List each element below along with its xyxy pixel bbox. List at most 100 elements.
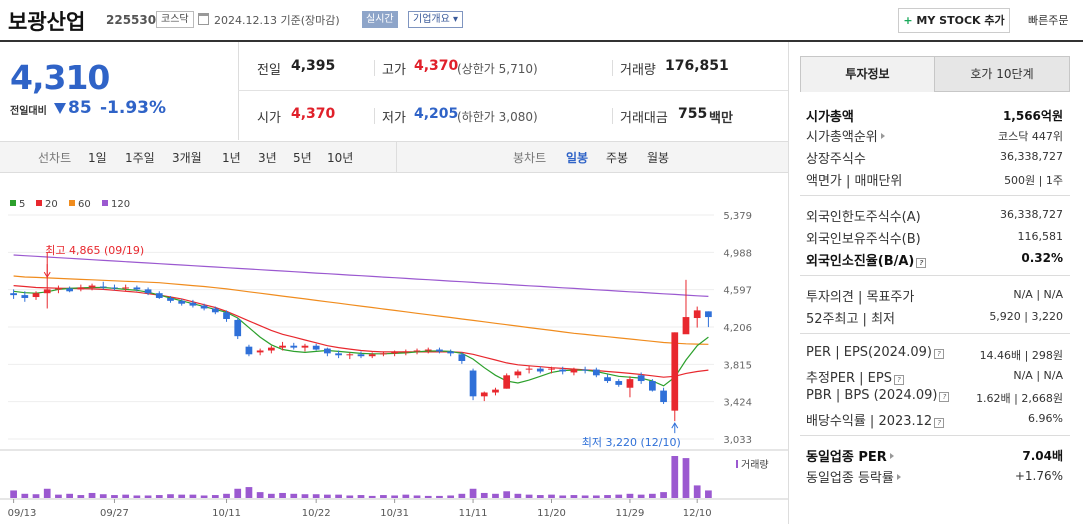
period-1d[interactable]: 1일 <box>88 151 107 165</box>
volume-bar <box>144 495 152 498</box>
quick-order-button[interactable]: 빠른주문 <box>1028 14 1069 27</box>
volume-bar <box>660 492 667 498</box>
volume-bar <box>559 495 567 498</box>
market-cap-rank-label[interactable]: 시가총액순위 <box>806 126 885 145</box>
volume-bar <box>503 491 511 498</box>
volume-bar <box>155 495 163 498</box>
pbr-bps-text: PBR | BPS (2024.09) <box>806 388 938 403</box>
period-3y[interactable]: 3년 <box>258 151 277 165</box>
arrow-right-icon <box>889 453 894 459</box>
candle-body <box>55 288 62 290</box>
help-icon[interactable]: ? <box>916 258 927 268</box>
shares-value: 36,338,727 <box>1000 150 1063 163</box>
candle-body <box>21 295 29 298</box>
x-tick-label: 09/13 <box>8 508 37 519</box>
candle-monthly[interactable]: 월봉 <box>647 151 670 165</box>
candle-body <box>447 351 455 354</box>
y-tick-label: 3,424 <box>723 398 752 409</box>
x-tick-label: 10/31 <box>380 508 409 519</box>
legend-label-5: 5 <box>19 199 25 210</box>
candle-body <box>368 354 376 357</box>
tab-invest-info[interactable]: 투자정보 <box>800 56 935 92</box>
per-eps-text: PER | EPS(2024.09) <box>806 345 932 360</box>
candle-body <box>615 381 623 385</box>
lower-limit: (하한가 3,080) <box>457 110 538 124</box>
foreign-ratio-text: 외국인소진율(B/A) <box>806 254 915 269</box>
help-icon[interactable]: ? <box>939 392 950 402</box>
help-icon[interactable]: ? <box>934 418 945 428</box>
candle-body <box>424 349 432 351</box>
industry-per-label[interactable]: 동일업종 PER <box>806 446 894 465</box>
volume-bar <box>189 494 197 498</box>
volume-bar <box>88 492 96 498</box>
candle-body <box>32 293 40 298</box>
help-icon[interactable]: ? <box>933 349 944 359</box>
prev-close-value: 4,395 <box>291 58 336 74</box>
realtime-button[interactable]: 실시간 <box>362 11 398 28</box>
divider <box>374 108 375 124</box>
candle-body <box>536 368 544 372</box>
low-annotation: 최저 3,220 (12/10) <box>582 436 681 449</box>
period-5y[interactable]: 5년 <box>293 151 312 165</box>
volume-bar <box>312 494 320 498</box>
help-icon[interactable]: ? <box>893 375 904 385</box>
add-mystock-button[interactable]: + MY STOCK 추가 <box>898 8 1010 33</box>
volume-bar <box>178 494 186 498</box>
period-1w[interactable]: 1주일 <box>125 151 155 165</box>
candle-body <box>592 369 600 376</box>
candle-body <box>402 351 410 353</box>
volume-bar <box>548 494 555 498</box>
industry-change-label[interactable]: 동일업종 등락률 <box>806 467 901 486</box>
divider <box>788 42 789 524</box>
pbr-bps-label: PBR | BPS (2024.09)? <box>806 388 950 403</box>
market-cap-rank-value: 코스닥 447위 <box>998 130 1063 143</box>
x-tick-label: 10/22 <box>302 508 331 519</box>
foreign-limit-label: 외국인한도주식수(A) <box>806 210 921 225</box>
candle-body <box>637 375 645 382</box>
stock-chart[interactable]: 5 20 60 120 5,379 4,988 4,597 4,206 3,815 3,424 3,… <box>0 192 788 524</box>
company-overview-button[interactable]: 기업개요 ▾ <box>408 11 463 28</box>
face-value-value: 500원 | 1주 <box>1004 174 1063 187</box>
volume-bar <box>55 494 62 498</box>
x-tick-label: 09/27 <box>100 508 129 519</box>
divider <box>238 90 788 91</box>
candle-body <box>548 368 555 370</box>
candle-daily[interactable]: 일봉 <box>566 151 589 165</box>
add-mystock-label: MY STOCK 추가 <box>912 14 1005 27</box>
volume-bar <box>514 493 522 498</box>
volume-bar <box>402 494 410 498</box>
divider <box>800 333 1070 334</box>
candle-body <box>267 347 275 351</box>
volume-bar <box>133 495 141 498</box>
candle-body <box>43 289 51 294</box>
volume-bar <box>682 458 690 498</box>
prev-close-label: 전일 <box>257 63 281 78</box>
dividend-value: 6.96% <box>1028 412 1063 425</box>
candle-weekly[interactable]: 주봉 <box>606 151 629 165</box>
period-10y[interactable]: 10년 <box>327 151 354 165</box>
calendar-icon <box>198 13 209 25</box>
stock-header: 보광산업 225530 코스닥 2024.12.13 기준(장마감) 실시간 기… <box>0 0 1083 40</box>
legend-label-20: 20 <box>45 199 58 210</box>
volume-label: 거래량 <box>620 63 656 78</box>
candle-body <box>211 308 219 313</box>
period-3m[interactable]: 3개월 <box>172 151 202 165</box>
candle-body <box>88 285 96 288</box>
dividend-text: 배당수익률 | 2023.12 <box>806 414 933 429</box>
legend-label-60: 60 <box>78 199 91 210</box>
low-arrow-icon <box>671 422 679 429</box>
volume-bar <box>66 493 73 498</box>
y-tick-label: 5,379 <box>723 211 752 222</box>
candle-body <box>167 297 174 301</box>
y-tick-label: 3,815 <box>723 360 752 371</box>
volume-bar <box>705 490 712 498</box>
volume-bar <box>413 495 421 498</box>
arrow-right-icon <box>896 474 901 480</box>
tab-hoga-10[interactable]: 호가 10단계 <box>934 56 1070 92</box>
volume-bar <box>167 494 174 498</box>
header-divider <box>0 40 1083 42</box>
volume-bar <box>21 493 29 498</box>
period-1y[interactable]: 1년 <box>222 151 241 165</box>
current-price: 4,310 <box>10 58 110 97</box>
candle-body <box>357 354 365 357</box>
